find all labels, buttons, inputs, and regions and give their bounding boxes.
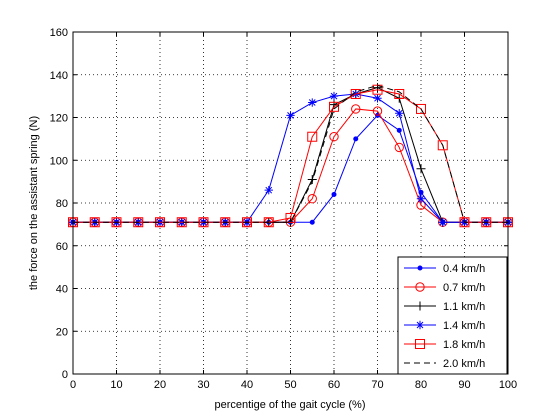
data-point <box>331 191 337 197</box>
y-tick-label: 100 <box>50 155 68 167</box>
legend-marker <box>415 282 425 292</box>
data-point <box>329 101 339 112</box>
data-point <box>394 88 405 99</box>
legend-marker <box>415 339 425 349</box>
data-point <box>353 136 359 142</box>
data-point <box>416 194 426 203</box>
x-tick-label: 30 <box>197 379 209 391</box>
y-tick-label: 20 <box>56 326 68 338</box>
data-point <box>350 88 361 99</box>
x-tick-label: 70 <box>371 379 383 391</box>
legend-item: 2.0 km/h <box>404 358 485 370</box>
y-tick-label: 60 <box>56 241 68 253</box>
legend-marker <box>415 320 425 330</box>
data-point <box>372 84 383 95</box>
legend-marker <box>417 265 423 271</box>
y-axis-label: the force on the assistant spring (N) <box>28 116 40 290</box>
x-tick-label: 40 <box>241 379 253 391</box>
data-point <box>307 194 317 204</box>
data-point <box>307 131 318 142</box>
data-point <box>329 132 339 142</box>
y-tick-label: 140 <box>50 70 68 82</box>
data-point <box>373 83 382 93</box>
legend-marker <box>415 301 425 311</box>
data-point <box>285 212 296 223</box>
legend-item: 0.7 km/h <box>404 282 485 294</box>
y-tick-label: 0 <box>62 369 68 381</box>
legend-label: 0.4 km/h <box>443 263 485 275</box>
data-point <box>459 217 470 228</box>
legend-box <box>397 256 508 375</box>
data-point <box>373 94 382 103</box>
legend-item: 0.4 km/h <box>404 263 485 275</box>
data-point <box>89 217 100 228</box>
data-point <box>242 217 252 228</box>
data-point <box>264 185 273 195</box>
data-point <box>395 109 404 118</box>
data-point <box>416 164 426 174</box>
y-tick-label: 80 <box>56 198 68 210</box>
legend-item: 1.8 km/h <box>404 339 485 351</box>
x-axis-label: percentige of the gait cycle (%) <box>214 399 365 411</box>
x-tick-label: 100 <box>499 379 517 391</box>
data-point <box>351 104 361 114</box>
data-point <box>372 106 383 116</box>
data-point <box>308 98 317 107</box>
y-tick-label: 160 <box>50 27 68 39</box>
data-point <box>329 91 339 101</box>
legend: 0.4 km/h 0.7 km/h 1.1 km/h 1.4 km/h 1.8 km/h… <box>397 256 508 375</box>
y-tick-label: 120 <box>50 113 68 125</box>
legend-label: 1.4 km/h <box>443 320 485 332</box>
data-point <box>394 142 404 153</box>
x-tick-label: 50 <box>284 379 296 391</box>
x-tick-label: 0 <box>70 379 76 391</box>
legend-label: 1.8 km/h <box>443 339 485 351</box>
data-point <box>396 127 402 133</box>
series-line <box>73 84 508 223</box>
x-tick-label: 20 <box>154 379 166 391</box>
x-tick-label: 10 <box>110 379 122 391</box>
x-tick-label: 90 <box>458 379 470 391</box>
y-tick-label: 40 <box>56 284 68 296</box>
series-6 <box>73 84 508 223</box>
data-point <box>286 111 295 120</box>
x-tick-label: 80 <box>415 379 427 391</box>
series-layer <box>68 83 513 228</box>
data-point <box>111 217 122 228</box>
legend-label: 2.0 km/h <box>443 358 485 370</box>
data-point <box>220 217 231 228</box>
data-point <box>481 217 492 228</box>
legend-label: 0.7 km/h <box>443 282 485 294</box>
x-tick-label: 60 <box>328 379 340 391</box>
data-point <box>438 218 447 227</box>
data-point <box>437 140 448 151</box>
data-point <box>309 219 315 225</box>
legend-item: 1.1 km/h <box>404 301 485 313</box>
legend-item: 1.4 km/h <box>404 320 485 332</box>
legend-label: 1.1 km/h <box>443 301 485 313</box>
data-point <box>416 103 426 114</box>
